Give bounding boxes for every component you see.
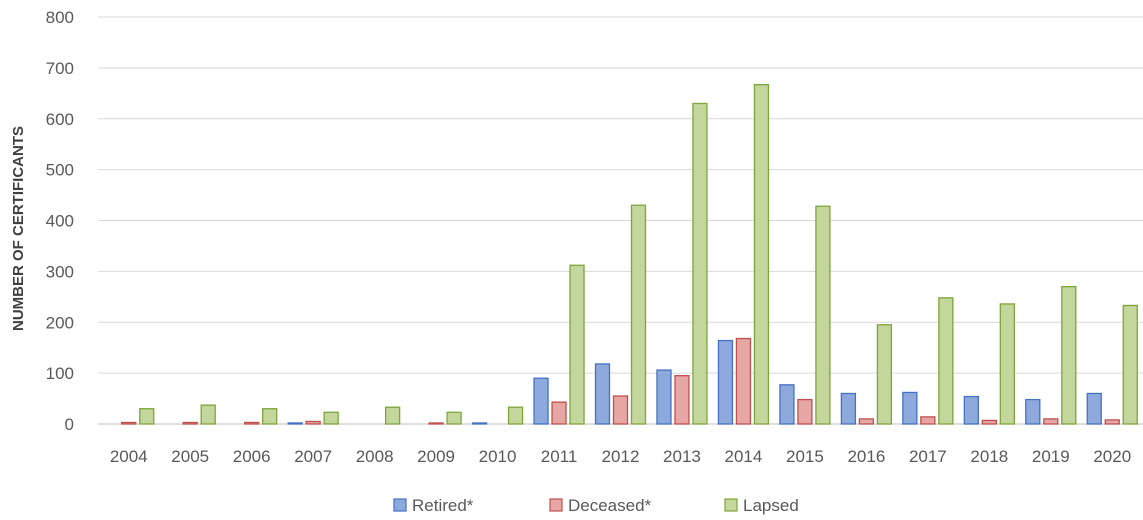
bar-lapsed-2019: [1061, 285, 1077, 425]
legend-swatch: [393, 498, 407, 512]
bar-deceased-2015: [797, 398, 813, 425]
bar-lapsed-2020: [1122, 304, 1138, 425]
y-tick-label: 600: [46, 110, 74, 129]
x-tick-label: 2006: [233, 447, 271, 466]
bar-retired-2010: [471, 422, 488, 425]
bar-deceased-2016: [858, 418, 875, 425]
y-tick-label: 500: [46, 161, 74, 180]
x-tick-label: 2012: [602, 447, 640, 466]
y-tick-label: 100: [46, 364, 74, 383]
legend-swatch: [549, 498, 563, 512]
x-tick-label: 2009: [417, 447, 455, 466]
bar-lapsed-2009: [446, 411, 462, 425]
x-tick-label: 2007: [294, 447, 332, 466]
legend-label: Lapsed: [743, 496, 799, 515]
bar-deceased-2006: [244, 421, 260, 425]
y-tick-label: 400: [46, 212, 74, 231]
bar-retired-2019: [1025, 398, 1041, 425]
bar-retired-2015: [779, 384, 795, 425]
x-tick-label: 2014: [725, 447, 763, 466]
bar-lapsed-2010: [507, 406, 524, 425]
bar-deceased-2014: [735, 337, 752, 425]
bar-deceased-2011: [551, 401, 567, 425]
bar-retired-2013: [656, 369, 672, 425]
x-tick-label: 2018: [970, 447, 1008, 466]
x-tick-label: 2013: [663, 447, 701, 466]
bar-retired-2007: [287, 422, 303, 425]
bar-lapsed-2008: [384, 406, 401, 425]
x-tick-label: 2015: [786, 447, 824, 466]
y-axis-ticks: 0 100 200 300 400 500 600 700 800: [46, 8, 74, 434]
bar-lapsed-2013: [692, 102, 708, 425]
bar-lapsed-2017: [938, 297, 954, 425]
legend: Retired* Deceased* Lapsed: [393, 496, 799, 515]
bar-deceased-2013: [674, 375, 690, 425]
y-tick-label: 800: [46, 8, 74, 27]
bar-lapsed-2015: [815, 205, 831, 425]
legend-swatch: [724, 498, 738, 512]
bar-lapsed-2007: [323, 411, 339, 425]
bar-lapsed-2014: [753, 84, 770, 425]
bar-deceased-2012: [612, 395, 629, 425]
bar-lapsed-2004: [139, 408, 155, 425]
bar-lapsed-2006: [262, 408, 278, 425]
x-tick-label: 2011: [541, 447, 578, 466]
bar-deceased-2020: [1104, 419, 1120, 425]
y-tick-label: 300: [46, 262, 74, 281]
bar-lapsed-2018: [999, 303, 1015, 425]
bar-deceased-2017: [920, 416, 936, 425]
x-axis-ticks: 2004 2005 2006 2007 2008 2009 2010 2011 2012 2013…: [110, 447, 1131, 466]
bar-deceased-2005: [182, 421, 198, 425]
bar-lapsed-2011: [569, 264, 585, 425]
x-tick-label: 2019: [1032, 447, 1070, 466]
bar-deceased-2018: [981, 419, 997, 425]
bar-lapsed-2016: [876, 324, 893, 425]
gridlines: [98, 16, 1143, 425]
bar-retired-2016: [840, 392, 857, 425]
x-tick-label: 2010: [479, 447, 517, 466]
x-tick-label: 2020: [1093, 447, 1131, 466]
y-tick-label: 0: [65, 415, 74, 434]
y-tick-label: 700: [46, 59, 74, 78]
bar-retired-2020: [1086, 392, 1102, 425]
x-tick-label: 2016: [847, 447, 885, 466]
legend-label: Deceased*: [568, 496, 652, 515]
bar-retired-2018: [963, 395, 979, 425]
x-tick-label: 2017: [909, 447, 947, 466]
bar-deceased-2004: [121, 421, 137, 425]
legend-label: Retired*: [412, 496, 474, 515]
bar-lapsed-2005: [200, 404, 216, 425]
x-tick-label: 2004: [110, 447, 148, 466]
bar-deceased-2019: [1043, 418, 1059, 425]
bars: [121, 84, 1138, 425]
bar-lapsed-2012: [630, 204, 647, 425]
bar-retired-2011: [533, 377, 549, 425]
x-tick-label: 2008: [356, 447, 394, 466]
x-tick-label: 2005: [171, 447, 209, 466]
y-axis-label: NUMBER OF CERTIFICANTS: [10, 126, 27, 331]
bar-retired-2014: [717, 339, 734, 425]
bar-retired-2012: [594, 363, 611, 425]
bar-deceased-2009: [428, 422, 444, 425]
bar-deceased-2007: [305, 420, 321, 425]
bar-retired-2017: [902, 391, 918, 425]
y-tick-label: 200: [46, 313, 74, 332]
